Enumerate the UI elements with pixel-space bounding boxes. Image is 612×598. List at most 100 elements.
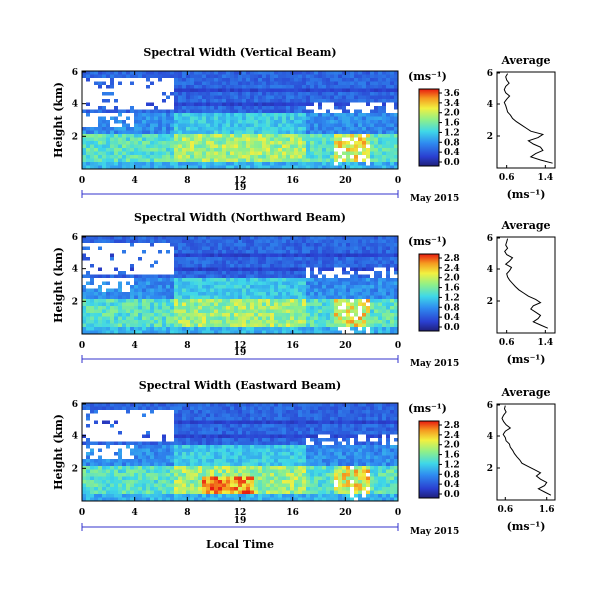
heatmap-cell [194,264,199,268]
heatmap-cell [86,151,91,156]
heatmap-cell [374,151,379,156]
heatmap-cell [342,292,347,296]
heatmap-cell [194,120,199,124]
heatmap-cell [114,127,119,131]
heatmap-cell [334,274,339,279]
heatmap-cell [358,253,363,258]
heatmap-cell [82,81,87,86]
heatmap-cell [254,288,259,293]
heatmap-cell [318,85,323,89]
heatmap-cell [314,236,319,240]
heatmap-cell [90,264,95,268]
heatmap-cell [390,260,395,265]
heatmap-cell [166,403,171,407]
heatmap-cell [306,257,311,261]
heatmap-cell [182,264,187,268]
heatmap-cell [106,299,111,303]
heatmap-cell [286,102,291,107]
heatmap-cell [190,320,195,324]
heatmap-cell [94,292,99,296]
heatmap-cell [194,144,199,149]
heatmap-cell [390,285,395,289]
heatmap-cell [154,271,159,275]
heatmap-cell [170,123,175,128]
heatmap-cell [322,92,327,96]
heatmap-cell [374,302,379,307]
heatmap-cell [310,95,315,100]
heatmap-cell [350,323,355,328]
heatmap-cell [162,323,167,328]
heatmap-cell [282,165,287,170]
heatmap-cell [154,295,159,300]
heatmap-cell [286,281,291,286]
heatmap-cell [178,313,183,317]
heatmap-cell [278,250,283,254]
heatmap-cell [214,260,219,265]
heatmap-cell [222,95,227,100]
heatmap-cell [170,257,175,261]
heatmap-cell [126,309,131,314]
heatmap-cell [82,413,87,418]
heatmap-cell [314,151,319,156]
heatmap-cell [182,271,187,275]
heatmap-cell [290,295,295,300]
heatmap-cell [202,78,207,82]
heatmap-cell [86,302,91,307]
heatmap-cell [218,316,223,321]
heatmap-cell [346,281,351,286]
heatmap-cell [358,281,363,286]
heatmap-cell [338,295,343,300]
heatmap-cell [130,257,135,261]
heatmap-cell [102,158,107,163]
heatmap-cell [382,253,387,258]
heatmap-cell [358,250,363,254]
heatmap-cell [154,109,159,114]
heatmap-cell [198,271,203,275]
heatmap-cell [186,120,191,124]
heatmap-cell [354,92,359,96]
heatmap-cell [338,323,343,328]
heatmap-cell [302,74,307,79]
heatmap-cell [106,137,111,142]
heatmap-cell [246,102,251,107]
heatmap-cell [170,95,175,100]
heatmap-cell [202,116,207,121]
heatmap-cell [270,253,275,258]
heatmap-cell [386,155,391,159]
heatmap-cell [110,243,115,247]
heatmap-cell [286,99,291,103]
heatmap-cell [262,99,267,103]
heatmap-cell [134,295,139,300]
heatmap-cell [130,236,135,240]
heatmap-cell [350,267,355,272]
heatmap-cell [362,120,367,124]
heatmap-cell [234,292,239,296]
heatmap-cell [186,78,191,82]
heatmap-cell [178,288,183,293]
heatmap-cell [114,141,119,145]
heatmap-cell [314,113,319,117]
heatmap-cell [194,99,199,103]
heatmap-cell [198,302,203,307]
heatmap-cell [258,260,263,265]
heatmap-cell [254,292,259,296]
heatmap-cell [306,95,311,100]
heatmap-cell [370,144,375,149]
heatmap-cell [90,250,95,254]
heatmap-cell [374,309,379,314]
heatmap-cell [210,306,215,310]
heatmap-cell [358,299,363,303]
heatmap-cell [310,106,315,110]
heatmap-cell [378,155,383,159]
heatmap-cell [150,99,155,103]
heatmap-cell [158,243,163,247]
heatmap-cell [278,292,283,296]
heatmap-cell [282,295,287,300]
heatmap-cell [394,92,399,96]
heatmap-cell [170,278,175,282]
heatmap-cell [322,295,327,300]
heatmap-cell [250,323,255,328]
heatmap-cell [258,130,263,135]
heatmap-cell [358,71,363,75]
heatmap-cell [354,151,359,156]
